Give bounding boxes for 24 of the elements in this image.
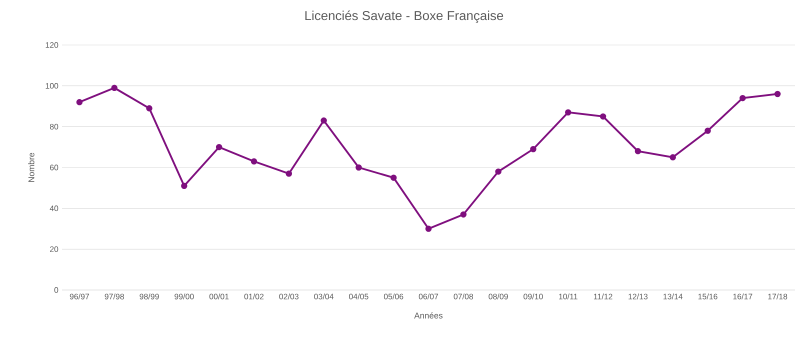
point (774, 90, 781, 98)
point (530, 146, 536, 152)
chart-title: Licenciés Savate - Boxe Française (305, 10, 504, 23)
x-axis-title: Années (414, 312, 443, 319)
point (600, 113, 606, 120)
point (250, 158, 258, 165)
point (356, 164, 362, 171)
point (146, 105, 152, 112)
point (495, 168, 502, 175)
point (181, 182, 188, 190)
point (390, 174, 397, 181)
point (670, 154, 676, 160)
point (704, 128, 711, 134)
point (320, 117, 327, 124)
y-axis-title: Nombre (28, 152, 34, 182)
point (460, 211, 467, 218)
point (564, 109, 572, 116)
point (425, 226, 432, 232)
point (111, 84, 118, 92)
point (216, 144, 222, 150)
point (634, 148, 642, 154)
point (740, 94, 746, 102)
point (76, 99, 83, 106)
point (286, 170, 292, 177)
